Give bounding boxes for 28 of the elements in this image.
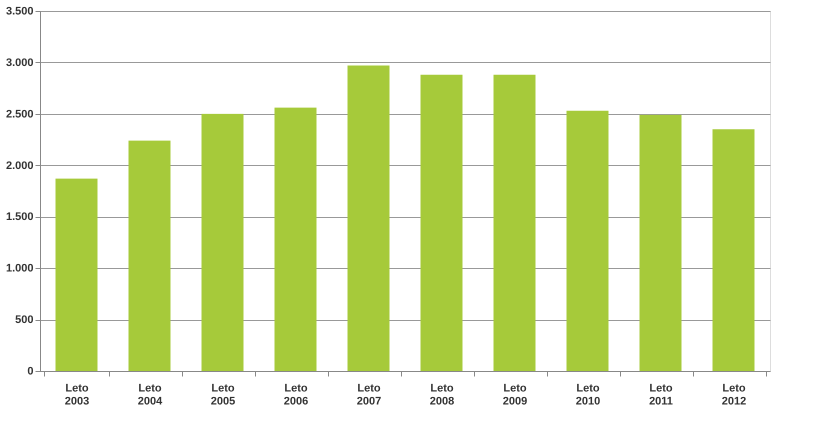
- x-tick-label: Leto 2008: [430, 382, 454, 408]
- bar: [202, 114, 244, 371]
- bar: [348, 66, 390, 371]
- y-tick-label: 0: [27, 366, 34, 378]
- x-tick-label: Leto 2007: [356, 382, 382, 408]
- y-tick-label: 2.500: [6, 108, 34, 120]
- x-tick-label: Leto 2004: [138, 382, 164, 408]
- x-tick-label: Leto 2012: [722, 382, 746, 408]
- x-tick-label: Leto 2005: [210, 382, 236, 408]
- bar: [712, 129, 754, 371]
- bar: [566, 110, 608, 371]
- x-tick-label: Leto 2011: [649, 382, 673, 408]
- x-tick-label: Leto 2006: [284, 382, 308, 408]
- bar: [274, 108, 316, 371]
- bar: [494, 74, 536, 371]
- y-tick-label: 3.000: [6, 56, 34, 69]
- y-tick-label: 1.500: [6, 211, 34, 224]
- y-tick-label: 2.000: [6, 160, 34, 172]
- y-tick-label: 500: [15, 314, 34, 326]
- bar: [640, 114, 682, 371]
- y-tick-label: 3.500: [6, 6, 34, 18]
- bar: [128, 140, 170, 371]
- x-tick-label: Leto 2003: [64, 382, 90, 408]
- x-tick-label: Leto 2010: [576, 382, 600, 408]
- bar: [420, 74, 462, 371]
- x-tick-label: Leto 2009: [502, 382, 528, 408]
- y-tick-label: 1.000: [6, 262, 34, 275]
- bar: [56, 178, 98, 371]
